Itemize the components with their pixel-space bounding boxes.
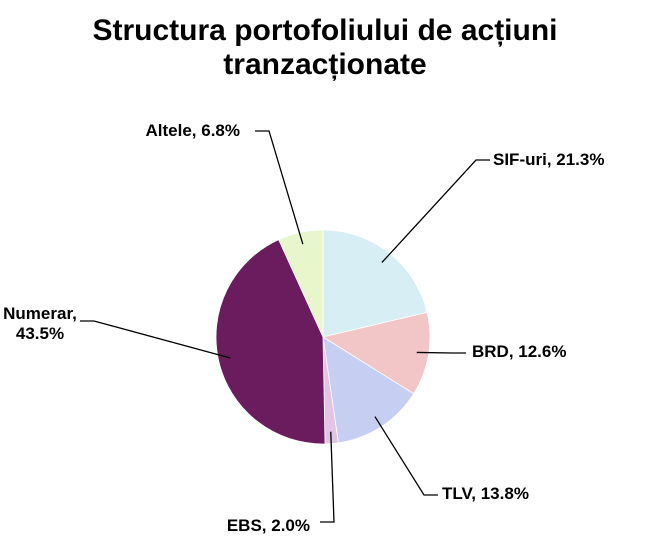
leader-line xyxy=(374,416,438,496)
chart-title: Structura portofoliului de acțiuni tranz… xyxy=(92,14,558,81)
data-label: TLV, 13.8% xyxy=(442,484,529,503)
data-label: Altele, 6.8% xyxy=(145,121,241,140)
data-label: SIF-uri, 21.3% xyxy=(493,150,605,169)
pie-slice xyxy=(322,229,428,338)
pie-slice xyxy=(215,239,326,445)
leader-line xyxy=(381,159,490,263)
data-label: EBS, 2.0% xyxy=(226,516,310,535)
leader-line xyxy=(320,431,335,523)
leader-line xyxy=(416,351,466,354)
leader-line xyxy=(255,130,304,245)
pie-slice xyxy=(321,311,431,395)
pie-slice xyxy=(278,229,324,338)
data-label: BRD, 12.6% xyxy=(472,342,567,361)
data-label: Numerar, 43.5% xyxy=(3,304,77,343)
leader-line xyxy=(80,320,231,359)
